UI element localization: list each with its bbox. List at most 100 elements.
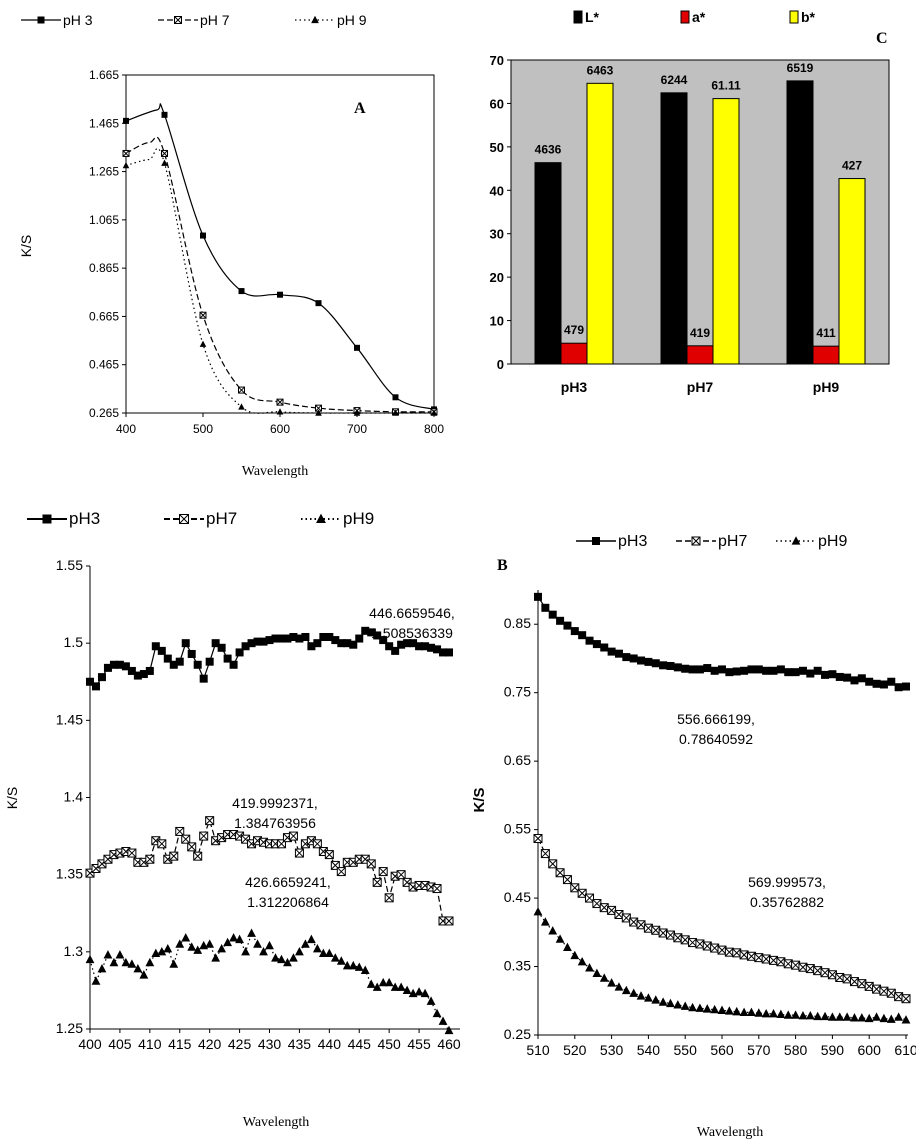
panel-b-data-point-ph7 [599,903,609,913]
panel-b-data-point-ph7 [827,970,837,980]
panel-a-plot-frame [125,74,435,414]
panel-a-data-point-ph3 [200,232,206,239]
panel-b-data-point-ph9 [717,1005,727,1014]
bottom-left-data-point-ph9 [85,954,95,964]
bottom-left-data-point-ph3 [331,636,340,645]
panel-a-letter: A [354,100,366,117]
panel-a-y-tick-label: 0.865 [89,261,119,275]
panel-b-data-point-ph7 [813,966,823,976]
panel-b-data-point-ph7 [555,868,565,878]
panel-b-legend-label: pH3 [618,533,647,550]
panel-b-data-label: 0.35762882 [750,894,824,910]
bottom-left-data-point-ph7 [169,851,179,861]
panel-b-data-point-ph9 [761,1008,771,1018]
panel-b-data-point-ph9 [673,1000,683,1009]
panel-b-data-point-ph9 [894,1012,904,1021]
panel-b-data-point-ph9 [805,1011,815,1020]
bottom-left-data-point-ph7 [103,854,113,864]
panel-b-data-point-ph9 [540,917,550,926]
bottom-left-data-point-ph3 [121,662,130,671]
bottom-left-data-point-ph3 [385,642,394,651]
bottom-left-data-point-ph3 [271,634,280,643]
bottom-left-data-point-ph3 [235,648,244,657]
bottom-left-data-point-ph9 [109,957,119,967]
panel-b-data-point-ph9 [842,1012,852,1021]
panel-c-bar-l [786,80,814,365]
bottom-left-data-point-ph9 [426,996,436,1005]
panel-b-data-point-ph7 [643,923,653,933]
bottom-left-data-point-ph9 [283,957,292,967]
panel-b-data-point-ph7 [592,899,602,909]
panel-a-y-tick-label: 1.665 [89,68,119,82]
panel-b-y-tick-label: 0.55 [504,821,531,837]
bottom-left-data-point-ph3 [169,660,178,669]
panel-c-letter: C [876,30,888,47]
panel-b-x-tick-label: 600 [858,1042,882,1058]
panel-b-data-point-ph9 [680,1001,690,1010]
panel-b-data-label: 569.999573, [748,874,826,890]
panel-b-data-point-ph7 [776,957,786,967]
panel-a-y-tick-label: 0.265 [89,406,119,420]
panel-a-series-line-ph7 [125,136,435,413]
panel-b-data-point-ph9 [592,968,602,977]
panel-b-data-point-ph9 [570,950,580,960]
panel-b-x-tick-label: 540 [637,1042,661,1058]
bottom-left-data-point-ph3 [439,648,448,657]
bottom-left-data-point-ph7 [175,826,185,836]
bottom-left-x-tick-label: 460 [437,1036,461,1052]
panel-b-series [533,592,911,1024]
bottom-left-data-point-ph7 [127,848,137,858]
panel-a-legend: pH 3 pH 7 pH 9 [21,12,367,28]
panel-b-data-point-ph3 [592,640,601,649]
panel-c-data-label: 411 [816,326,836,340]
panel-b-data-point-ph9 [754,1008,764,1017]
panel-b-data-point-ph3 [534,592,542,601]
panel-c-data-label: 6463 [587,63,614,77]
panel-b-data-point-ph3 [578,631,587,640]
bottom-left-data-point-ph3 [361,626,370,635]
panel-b-data-point-ph9 [813,1011,823,1021]
panel-b-data-point-ph3 [798,666,807,675]
panel-b-data-point-ph3 [570,627,579,636]
panel-b-data-point-ph3 [710,666,719,675]
bottom-left-data-point-ph7 [366,859,376,869]
bottom-left-x-tick-label: 425 [228,1036,252,1052]
panel-b-data-point-ph7 [791,960,801,970]
bottom-left-data-label: 1.312206864 [247,894,329,910]
panel-a-data-point-ph9 [199,340,207,347]
bottom-left-x-ticks: 400 405 410 415 420 425 430 435 440 445 450 455 460 [78,1029,461,1052]
panel-b-data-point-ph7 [820,968,830,978]
panel-b-data-point-ph9 [724,1006,734,1015]
panel-b-legend: pH3 pH7 pH9 [576,533,847,550]
panel-c-y-tick-label: 20 [490,270,504,285]
bottom-left-data-point-ph9 [229,933,238,942]
bottom-left-data-point-ph3 [265,636,274,645]
panel-b-data-point-ph7 [548,859,558,869]
bottom-left-data-label: 426.6659241, [245,874,331,890]
bottom-left-data-point-ph9 [91,976,101,985]
panel-b-data-point-ph3 [747,665,756,674]
bottom-left-data-point-ph9 [366,979,376,988]
panel-b-data-point-ph9 [629,988,639,997]
panel-b-data-point-ph9 [636,991,646,1000]
panel-b-x-ticks: 510 520 530 540 550 560 570 580 590 600 610 [526,1035,916,1058]
bottom-left-data-point-ph3 [337,639,346,648]
panel-b-data-point-ph7 [798,962,808,972]
panel-b-data-point-ph9 [732,1006,742,1016]
bottom-left-data-point-ph3 [97,673,106,682]
panel-b-data-point-ph3 [754,665,763,674]
panel-c-legend: L* a* b* [573,9,816,25]
bottom-left-data-point-ph3 [319,632,328,641]
bottom-left-data-point-ph3 [133,671,142,680]
panel-b-data-point-ph3 [548,610,557,619]
bottom-left-data-point-ph9 [253,939,262,948]
panel-a-y-tick-label: 1.465 [89,116,119,130]
bottom-left-legend-label: pH9 [343,509,374,528]
panel-b-data-point-ph7 [665,930,675,940]
panel-b-data-point-ph3 [725,668,734,677]
panel-b-data-point-ph3 [887,677,896,686]
bottom-left-legend-marker [316,513,326,524]
bottom-left-x-tick-label: 455 [407,1036,431,1052]
panel-c-data-label: 427 [842,159,862,173]
bottom-left-chart: pH3 pH7 pH9 1.251.31.351.41.451.51.55 400 4… [4,509,461,1130]
